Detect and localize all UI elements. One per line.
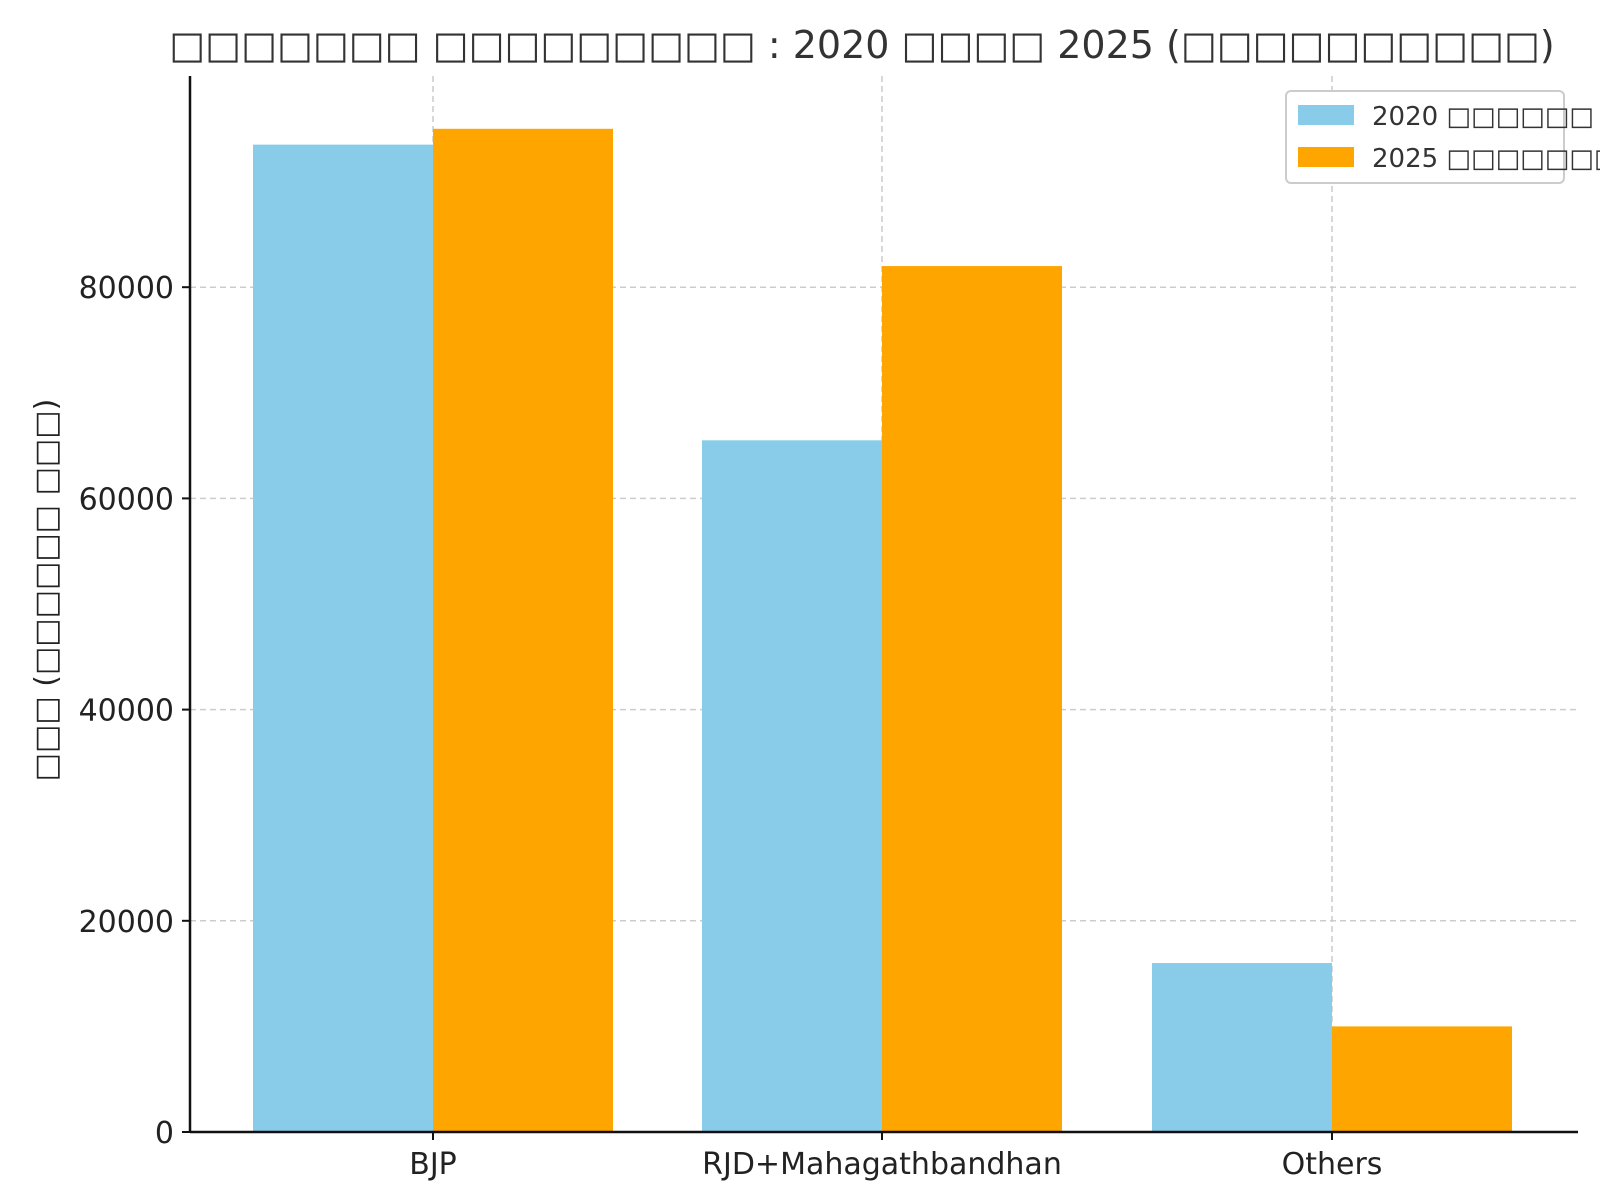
bar-rjd-mahagathbandhan-series-1 [702,440,882,1132]
bar-bjp-series-2 [433,128,613,1133]
legend-swatch [1298,147,1354,167]
y-tick-label: 40000 [79,694,174,729]
legend: 2020 □□□□□□ 2025 □□□□□□□ [1285,90,1600,184]
ticks-layer: 0 20000 40000 60000 80000 BJP RJD+Mahagathband… [79,271,1383,1182]
legend-label: 2025 □□□□□□□ [1372,144,1600,174]
y-tick-label: 60000 [79,482,174,517]
axes-layer [188,76,1578,1134]
y-tick-label: 80000 [79,271,174,306]
x-tick-label: Others [1282,1147,1383,1182]
y-axis-label: □□□ (□□□□□□ □□□) [29,399,64,782]
x-tick-label: BJP [409,1147,457,1182]
y-tick-label: 0 [155,1116,174,1151]
legend-swatch [1298,105,1354,125]
legend-box [1285,90,1565,184]
bars-layer [253,128,1512,1133]
bar-others-series-1 [1152,963,1332,1132]
y-tick-label: 20000 [79,905,174,940]
legend-label: 2020 □□□□□□ [1372,102,1594,132]
chart-title: □□□□□□□ □□□□□□□□□ : 2020 □□□□ 2025 (□□□□… [169,23,1554,67]
bar-rjd-mahagathbandhan-series-2 [882,266,1062,1133]
x-tick-label: RJD+Mahagathbandhan [702,1147,1062,1182]
bar-others-series-2 [1332,1026,1512,1132]
bar-bjp-series-1 [253,144,433,1132]
